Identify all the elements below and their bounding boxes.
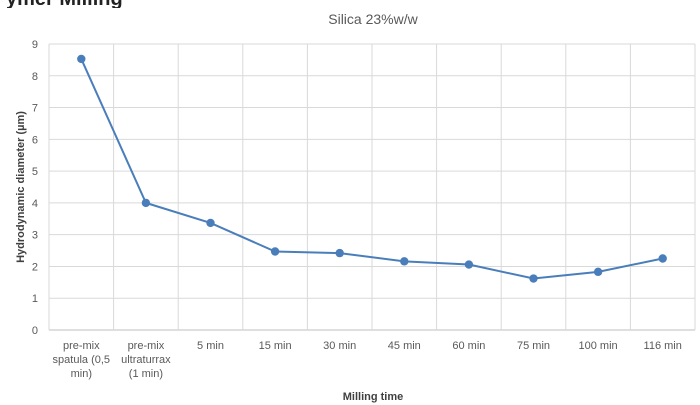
- x-axis-title: Milling time: [343, 391, 404, 403]
- y-tick-label: 8: [32, 71, 38, 83]
- data-point: [206, 218, 215, 228]
- x-tick-label: pre-mix ultraturrax (1 min): [121, 340, 171, 380]
- data-point: [658, 254, 667, 263]
- y-tick-label: 7: [32, 103, 38, 115]
- y-tick-label: 3: [32, 230, 38, 242]
- data-point: [335, 248, 344, 258]
- x-tick-label: 60 min: [452, 340, 485, 352]
- cropped-header: ymer Milling: [0, 0, 700, 8]
- y-axis-title: Hydrodynamic diameter (µm): [15, 111, 27, 263]
- x-tick-label: 100 min: [579, 340, 618, 352]
- y-tick-label: 5: [32, 166, 38, 178]
- x-tick-label: 45 min: [388, 340, 421, 352]
- data-point: [270, 247, 280, 256]
- y-tick-label: 6: [32, 134, 38, 146]
- data-point: [529, 274, 538, 283]
- data-point: [464, 260, 474, 269]
- series-group: [77, 54, 667, 283]
- x-tick-label: 15 min: [259, 340, 292, 352]
- x-axis-tick-labels: pre-mix spatula (0,5 min) pre-mix ultraturra…: [53, 340, 682, 380]
- y-tick-label: 4: [32, 198, 38, 210]
- x-tick-label: 75 min: [517, 340, 550, 352]
- y-tick-label: 1: [32, 293, 38, 305]
- chart-title: Silica 23%w/w: [328, 11, 418, 27]
- data-point: [400, 257, 409, 266]
- x-tick-label: 116 min: [644, 340, 682, 352]
- y-axis-tick-labels: 0 1 2 3 4 5 6 7 8 9: [32, 39, 38, 337]
- y-tick-label: 9: [32, 39, 38, 51]
- y-tick-label: 2: [32, 261, 38, 273]
- data-point: [77, 54, 86, 64]
- data-point: [141, 198, 151, 208]
- cropped-header-text: ymer Milling: [6, 0, 123, 8]
- x-tick-label: pre-mix spatula (0,5 min): [53, 340, 110, 380]
- y-tick-label: 0: [32, 325, 38, 337]
- x-tick-label: 5 min: [197, 340, 224, 352]
- data-point: [593, 267, 603, 277]
- series-line: [80, 58, 663, 280]
- x-tick-label: 30 min: [323, 340, 356, 352]
- gridlines: [48, 43, 696, 331]
